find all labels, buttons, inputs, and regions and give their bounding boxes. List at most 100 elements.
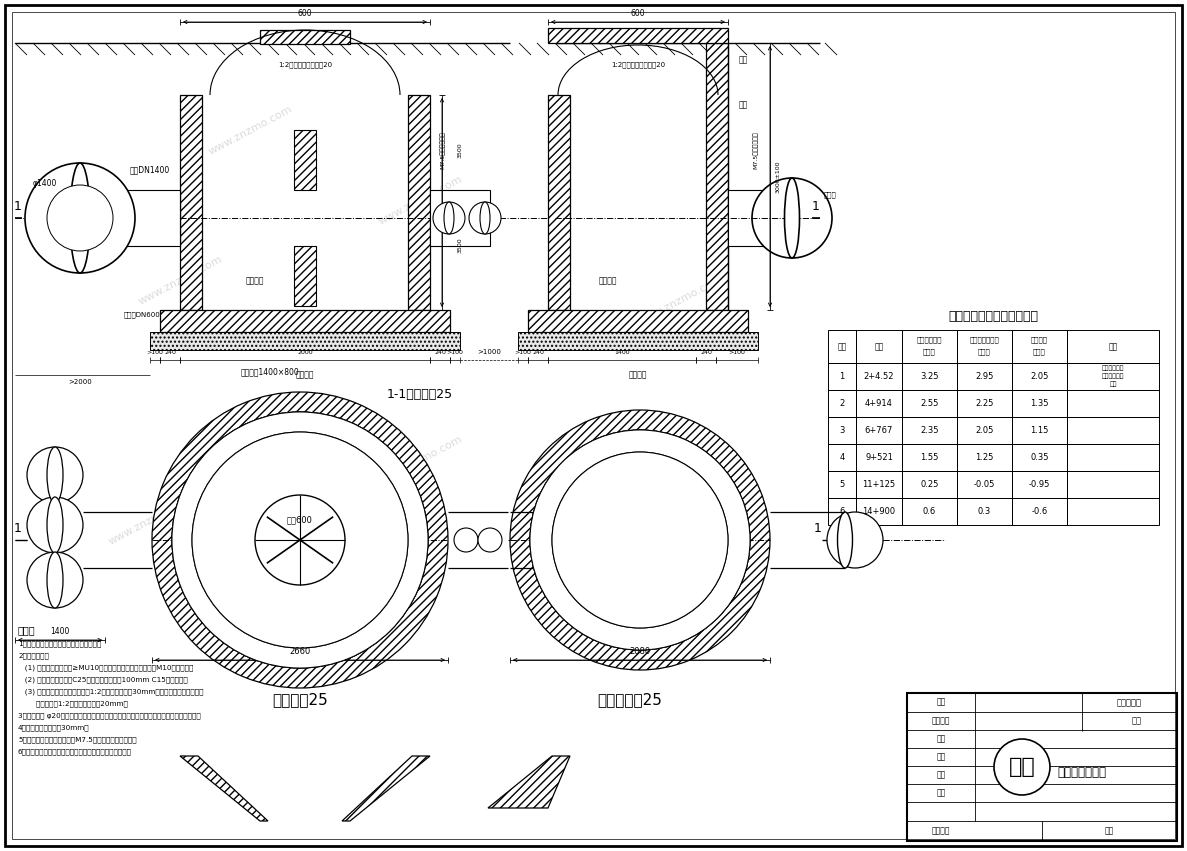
- Text: 2660: 2660: [290, 647, 311, 655]
- Ellipse shape: [47, 552, 63, 608]
- Text: 1:2水泥砂浆防排层厚20: 1:2水泥砂浆防排层厚20: [278, 61, 332, 68]
- Ellipse shape: [47, 497, 63, 553]
- Text: 蝶形管DN600: 蝶形管DN600: [123, 311, 160, 318]
- Text: 5、无地表情况闸室，四周用M7.5水泥砂浆抹八字楼实。: 5、无地表情况闸室，四周用M7.5水泥砂浆抹八字楼实。: [18, 737, 137, 743]
- Text: 2+4.52: 2+4.52: [864, 372, 894, 381]
- Bar: [180, 95, 202, 310]
- Bar: [856, 498, 902, 525]
- Text: 2、采用材料：: 2、采用材料：: [18, 653, 49, 660]
- Bar: [294, 246, 316, 306]
- Bar: [1067, 363, 1159, 390]
- Text: 1400: 1400: [614, 350, 630, 355]
- Bar: [856, 444, 902, 471]
- Text: >100: >100: [729, 350, 745, 355]
- Text: 柱止压盆: 柱止压盆: [598, 277, 617, 285]
- Circle shape: [453, 528, 478, 552]
- Text: 制图: 制图: [937, 789, 946, 797]
- Text: 1.35: 1.35: [1030, 399, 1049, 408]
- Text: 1:2水泥砂浆防排层厚20: 1:2水泥砂浆防排层厚20: [611, 61, 665, 68]
- Text: 3500: 3500: [457, 237, 463, 253]
- Bar: [902, 363, 957, 390]
- Text: www.znzmo.com: www.znzmo.com: [376, 174, 464, 226]
- Text: 2.95: 2.95: [976, 372, 994, 381]
- Text: >100: >100: [514, 350, 532, 355]
- Bar: [150, 332, 461, 350]
- Circle shape: [27, 497, 83, 553]
- Bar: [1013, 363, 1067, 390]
- Text: >100: >100: [146, 350, 164, 355]
- Bar: [902, 498, 957, 525]
- Text: 3.25: 3.25: [920, 372, 939, 381]
- Circle shape: [172, 412, 429, 668]
- Text: 3500: 3500: [457, 142, 463, 157]
- Bar: [829, 417, 856, 444]
- Bar: [528, 310, 748, 332]
- Text: 9+521: 9+521: [865, 453, 893, 462]
- Text: 1: 1: [812, 199, 820, 213]
- Text: 600: 600: [630, 9, 646, 18]
- Text: 240: 240: [532, 350, 544, 355]
- Text: 2.05: 2.05: [976, 426, 994, 435]
- Bar: [957, 330, 1013, 363]
- Bar: [829, 390, 856, 417]
- Text: φ1400: φ1400: [33, 179, 57, 187]
- Bar: [260, 30, 350, 44]
- Bar: [294, 130, 316, 190]
- Text: 0.25: 0.25: [920, 480, 939, 489]
- Text: 1.55: 1.55: [920, 453, 939, 462]
- Text: 校核: 校核: [937, 752, 946, 762]
- Text: 透流管: 透流管: [824, 191, 837, 198]
- Ellipse shape: [785, 178, 800, 258]
- Ellipse shape: [70, 163, 90, 273]
- Text: 6、施工过程中，根据地形地貌将闸门并流可做适当调整。: 6、施工过程中，根据地形地貌将闸门并流可做适当调整。: [18, 749, 132, 756]
- Ellipse shape: [47, 447, 63, 503]
- Text: 2080: 2080: [629, 647, 650, 655]
- Bar: [902, 417, 957, 444]
- Text: >1000: >1000: [477, 349, 501, 355]
- Bar: [829, 498, 856, 525]
- Bar: [902, 471, 957, 498]
- Bar: [1013, 471, 1067, 498]
- Bar: [902, 330, 957, 363]
- Text: 1: 1: [14, 522, 21, 534]
- Bar: [856, 471, 902, 498]
- Text: 2.05: 2.05: [1030, 372, 1048, 381]
- Text: 施工图设计: 施工图设计: [1117, 699, 1142, 707]
- Text: 1-1剖面图：25: 1-1剖面图：25: [387, 389, 453, 402]
- Circle shape: [531, 430, 750, 650]
- Text: 3、踏步采用 φ20钢筋焊，井盖、井座及踏步尺寸安装方法详见图附（给水排水标准图集）: 3、踏步采用 φ20钢筋焊，井盖、井座及踏步尺寸安装方法详见图附（给水排水标准图…: [18, 712, 201, 719]
- Text: 碎拱: 碎拱: [738, 100, 748, 110]
- Text: (2) 底板和盖板：采用C25混凝土，下层垫层100mm C15素砼处用。: (2) 底板和盖板：采用C25混凝土，下层垫层100mm C15素砼处用。: [18, 677, 188, 683]
- Text: 知束: 知束: [1009, 757, 1035, 777]
- Text: 蝶阀600: 蝶阀600: [287, 516, 313, 524]
- Text: 阀门井深度可: 阀门井深度可: [1102, 365, 1124, 371]
- Text: 600: 600: [298, 9, 312, 18]
- Text: 240: 240: [700, 350, 712, 355]
- Text: 院长: 院长: [937, 698, 946, 706]
- Circle shape: [478, 528, 502, 552]
- Text: 1400: 1400: [50, 626, 70, 636]
- Text: 桩号: 桩号: [875, 342, 883, 351]
- Text: 技术负责: 技术负责: [932, 717, 951, 726]
- Bar: [1013, 330, 1067, 363]
- Circle shape: [47, 185, 113, 251]
- Bar: [829, 471, 856, 498]
- Text: 柱止压盆: 柱止压盆: [246, 277, 265, 285]
- Bar: [829, 330, 856, 363]
- Text: 2: 2: [839, 399, 845, 408]
- Text: 井底高程: 井底高程: [1032, 337, 1048, 343]
- Text: 3: 3: [839, 426, 845, 435]
- Circle shape: [469, 202, 501, 234]
- Text: 14+900: 14+900: [863, 507, 895, 516]
- Text: 碎拱: 碎拱: [738, 55, 748, 65]
- Bar: [1013, 498, 1067, 525]
- Text: www.znzmo.com: www.znzmo.com: [376, 434, 464, 487]
- Text: 2.55: 2.55: [920, 399, 939, 408]
- Text: 设计证号: 设计证号: [932, 826, 951, 836]
- Bar: [728, 190, 777, 246]
- Bar: [957, 444, 1013, 471]
- Bar: [518, 332, 758, 350]
- Text: -0.05: -0.05: [973, 480, 995, 489]
- Text: 5: 5: [839, 480, 845, 489]
- Text: 排泥管中心高程: 排泥管中心高程: [970, 337, 999, 343]
